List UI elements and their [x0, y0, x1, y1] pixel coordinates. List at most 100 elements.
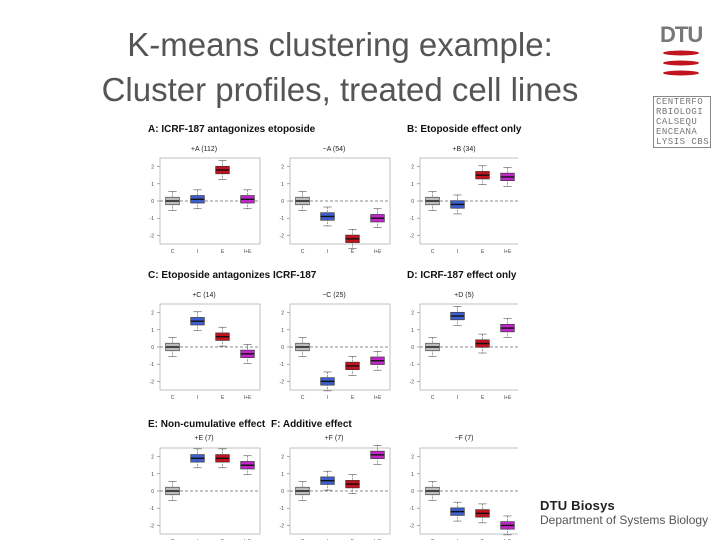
y-tick-label: -1: [410, 506, 415, 512]
y-tick-label: -2: [150, 233, 155, 239]
dtu-logo-waves-icon: [663, 50, 699, 76]
y-tick-label: -2: [280, 523, 285, 529]
panel-title: +A (112): [190, 146, 218, 153]
y-tick-label: 0: [411, 345, 414, 351]
x-tick-label: I: [197, 395, 198, 401]
y-tick-label: 1: [411, 182, 414, 188]
x-tick-label: E: [481, 395, 485, 401]
y-tick-label: 0: [281, 489, 284, 495]
y-tick-label: 0: [411, 199, 414, 205]
y-tick-label: -1: [150, 506, 155, 512]
x-tick-label: C: [301, 395, 305, 401]
section-title-f: F: Additive effect: [271, 419, 352, 430]
slide-title: K-means clustering example: Cluster prof…: [60, 22, 620, 112]
title-line-1: K-means clustering example:: [127, 26, 553, 63]
x-tick-label: I+E: [244, 395, 252, 401]
boxplot-grid: 2 1 0 -1 -2 C I E I+E 2 1 0 -1 -2 C I E I+E 2 1 0 -1 -2 C I E I+E 2…: [150, 157, 518, 540]
y-tick-label: 2: [411, 165, 414, 171]
y-tick-label: 2: [151, 455, 154, 461]
y-tick-label: 2: [151, 165, 154, 171]
y-tick-label: 0: [281, 345, 284, 351]
section-title-c: C: Etoposide antagonizes ICRF-187: [148, 270, 317, 281]
y-tick-label: -2: [410, 379, 415, 385]
x-tick-label: I: [197, 249, 198, 255]
y-tick-label: -1: [280, 216, 285, 222]
x-tick-label: I+E: [504, 395, 512, 401]
y-tick-label: 0: [151, 199, 154, 205]
y-tick-label: -1: [280, 506, 285, 512]
footer-department: Department of Systems Biology: [540, 513, 709, 527]
x-tick-label: E: [351, 395, 355, 401]
y-tick-label: 0: [281, 199, 284, 205]
x-tick-label: I+E: [244, 249, 252, 255]
y-tick-label: 2: [151, 311, 154, 317]
x-tick-label: I: [327, 249, 328, 255]
y-tick-label: 2: [281, 165, 284, 171]
y-tick-label: -1: [410, 216, 415, 222]
y-tick-label: 1: [151, 182, 154, 188]
y-tick-label: 1: [281, 472, 284, 478]
panel-title: −F (7): [454, 435, 474, 442]
panel-title: +E (7): [194, 435, 214, 442]
y-tick-label: 1: [411, 328, 414, 334]
y-tick-label: 2: [281, 311, 284, 317]
x-tick-label: C: [431, 249, 435, 255]
x-tick-label: E: [221, 395, 225, 401]
y-tick-label: 0: [411, 489, 414, 495]
panel-title: +F (7): [324, 435, 344, 442]
y-tick-label: 2: [411, 311, 414, 317]
y-tick-label: 0: [151, 489, 154, 495]
footer-branding: DTU Biosys Department of Systems Biology: [540, 498, 708, 527]
y-tick-label: -2: [410, 233, 415, 239]
x-tick-label: C: [171, 249, 175, 255]
x-tick-label: I: [457, 395, 458, 401]
panel-title: +C (14): [192, 292, 216, 299]
cbs-logo-row: CALSEQU: [656, 117, 698, 127]
panel-title: +B (34): [452, 146, 476, 153]
y-tick-label: 2: [411, 455, 414, 461]
cluster-profiles-figure: A: ICRF-187 antagonizes etoposide B: Eto…: [138, 120, 522, 540]
y-tick-label: 0: [151, 345, 154, 351]
y-tick-label: -1: [280, 362, 285, 368]
y-tick-label: -2: [150, 523, 155, 529]
y-tick-label: 1: [411, 472, 414, 478]
y-tick-label: -1: [150, 362, 155, 368]
x-tick-label: C: [171, 395, 175, 401]
x-tick-label: I+E: [374, 395, 382, 401]
panel-title: −A (54): [322, 146, 346, 153]
panel-title: +D (5): [454, 292, 474, 299]
y-tick-label: 1: [281, 182, 284, 188]
y-tick-label: -2: [280, 233, 285, 239]
cbs-logo-row: RBIOLOGI: [656, 107, 704, 117]
x-tick-label: I+E: [504, 249, 512, 255]
panel-title: −C (25): [322, 292, 346, 299]
y-tick-label: 2: [281, 455, 284, 461]
y-tick-label: -2: [410, 523, 415, 529]
dtu-logo: DTU: [660, 22, 703, 83]
y-tick-label: -2: [280, 379, 285, 385]
y-tick-label: -1: [410, 362, 415, 368]
y-tick-label: 1: [151, 472, 154, 478]
x-tick-label: C: [301, 249, 305, 255]
footer-org-name: DTU Biosys: [540, 498, 615, 513]
section-title-a: A: ICRF-187 antagonizes etoposide: [148, 124, 316, 135]
y-tick-label: -1: [150, 216, 155, 222]
cbs-logo: CENTERFO RBIOLOGI CALSEQU ENCEANA LYSIS …: [653, 96, 711, 148]
cbs-logo-row: CENTERFO: [656, 97, 704, 107]
x-tick-label: I: [457, 249, 458, 255]
section-title-d: D: ICRF-187 effect only: [407, 270, 517, 281]
section-title-e: E: Non-cumulative effect: [148, 419, 266, 430]
x-tick-label: E: [351, 249, 355, 255]
title-line-2: Cluster profiles, treated cell lines: [101, 71, 579, 108]
section-title-b: B: Etoposide effect only: [407, 124, 522, 135]
y-tick-label: -2: [150, 379, 155, 385]
x-tick-label: E: [481, 249, 485, 255]
dtu-logo-text: DTU: [660, 22, 703, 47]
x-tick-label: E: [221, 249, 225, 255]
x-tick-label: I+E: [374, 249, 382, 255]
y-tick-label: 1: [281, 328, 284, 334]
x-tick-label: C: [431, 395, 435, 401]
y-tick-label: 1: [151, 328, 154, 334]
x-tick-label: I: [327, 395, 328, 401]
cbs-logo-row: LYSIS CBS: [656, 137, 710, 147]
